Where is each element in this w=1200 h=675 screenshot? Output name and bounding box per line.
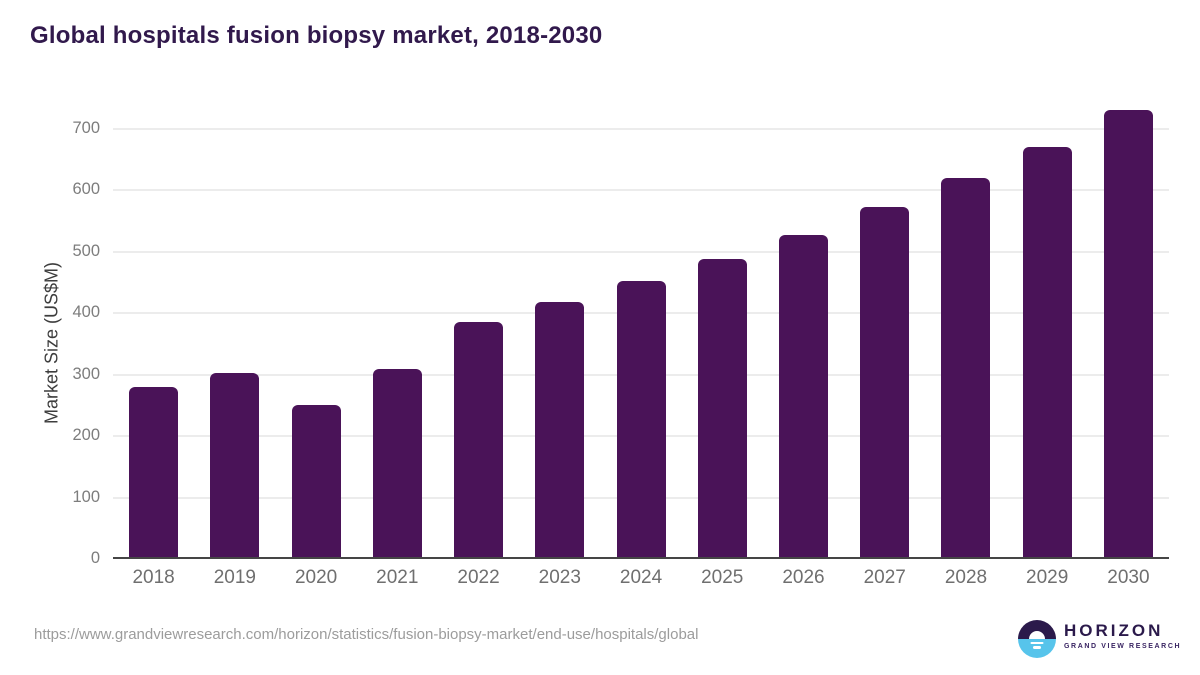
bar-slot-2029 bbox=[1007, 95, 1088, 557]
bar-slot-2019 bbox=[194, 95, 275, 557]
gridline-500 bbox=[113, 250, 1169, 253]
x-tick-label-2030: 2030 bbox=[1107, 567, 1150, 588]
bar-slot-2028 bbox=[925, 95, 1006, 557]
y-tick-label-500: 500 bbox=[72, 241, 100, 260]
y-tick-label-700: 700 bbox=[72, 119, 100, 137]
bar-slot-2024 bbox=[600, 95, 681, 557]
logo-brand: HORIZON bbox=[1064, 621, 1164, 640]
bar-slot-2021 bbox=[357, 95, 438, 557]
x-axis-labels: 2018 2019 2020 2021 2022 2023 2024 2025 2026 2027… bbox=[113, 567, 1169, 589]
x-tick-label-2018: 2018 bbox=[132, 567, 175, 588]
x-axis-line bbox=[113, 557, 1169, 559]
bar-2026 bbox=[778, 234, 828, 557]
bar-slot-2022 bbox=[438, 95, 519, 557]
gridline-700 bbox=[113, 128, 1169, 130]
chart-title: Global hospitals fusion biopsy market, 2… bbox=[30, 22, 603, 49]
x-tick-label-2022: 2022 bbox=[457, 567, 500, 588]
y-tick-label-400: 400 bbox=[72, 303, 100, 322]
bar-2021 bbox=[372, 369, 422, 557]
y-tick-label-300: 300 bbox=[72, 364, 100, 383]
bar-slot-2025 bbox=[682, 95, 763, 557]
bars bbox=[113, 95, 1169, 557]
bar-2029 bbox=[1022, 146, 1072, 557]
gridline-600 bbox=[113, 189, 1169, 192]
x-tick-label-2024: 2024 bbox=[619, 567, 663, 588]
x-tick-label-2028: 2028 bbox=[944, 567, 988, 588]
x-tick-label-2026: 2026 bbox=[782, 567, 825, 588]
bar-2027 bbox=[860, 206, 910, 557]
y-tick-label-0: 0 bbox=[90, 549, 100, 567]
plot-area bbox=[113, 95, 1169, 559]
bar-2028 bbox=[941, 178, 991, 557]
bar-2018 bbox=[129, 386, 179, 557]
bar-2024 bbox=[616, 281, 666, 557]
y-tick-label-600: 600 bbox=[72, 180, 100, 199]
bar-slot-2026 bbox=[763, 95, 844, 557]
horizon-logo: HORIZON GRAND VIEW RESEARCH bbox=[1018, 620, 1181, 658]
x-tick-label-2029: 2029 bbox=[1026, 567, 1069, 588]
logo-text: HORIZON GRAND VIEW RESEARCH bbox=[1064, 620, 1181, 650]
y-axis-ticks: 0 100 200 300 400 500 600 700 bbox=[0, 95, 100, 567]
y-tick-label-100: 100 bbox=[72, 487, 100, 506]
bar-2019 bbox=[210, 372, 260, 557]
x-tick-label-2019: 2019 bbox=[213, 567, 256, 588]
bar-2030 bbox=[1103, 109, 1153, 557]
bar-2023 bbox=[535, 302, 585, 557]
horizon-sunset-icon bbox=[1018, 620, 1056, 658]
bar-2022 bbox=[454, 322, 504, 557]
logo-tagline: GRAND VIEW RESEARCH bbox=[1064, 643, 1182, 650]
bar-slot-2020 bbox=[275, 95, 356, 557]
bar-slot-2027 bbox=[844, 95, 925, 557]
bar-2025 bbox=[697, 259, 747, 557]
x-tick-label-2023: 2023 bbox=[538, 567, 581, 588]
bar-slot-2018 bbox=[113, 95, 194, 557]
source-url: https://www.grandviewresearch.com/horizo… bbox=[34, 626, 699, 643]
x-tick-label-2027: 2027 bbox=[863, 567, 906, 588]
bar-slot-2023 bbox=[519, 95, 600, 557]
bar-2020 bbox=[291, 404, 341, 557]
y-tick-label-200: 200 bbox=[72, 426, 100, 445]
x-tick-label-2020: 2020 bbox=[294, 567, 338, 588]
bar-slot-2030 bbox=[1088, 95, 1169, 557]
x-tick-label-2021: 2021 bbox=[376, 567, 419, 588]
x-tick-label-2025: 2025 bbox=[701, 567, 744, 588]
